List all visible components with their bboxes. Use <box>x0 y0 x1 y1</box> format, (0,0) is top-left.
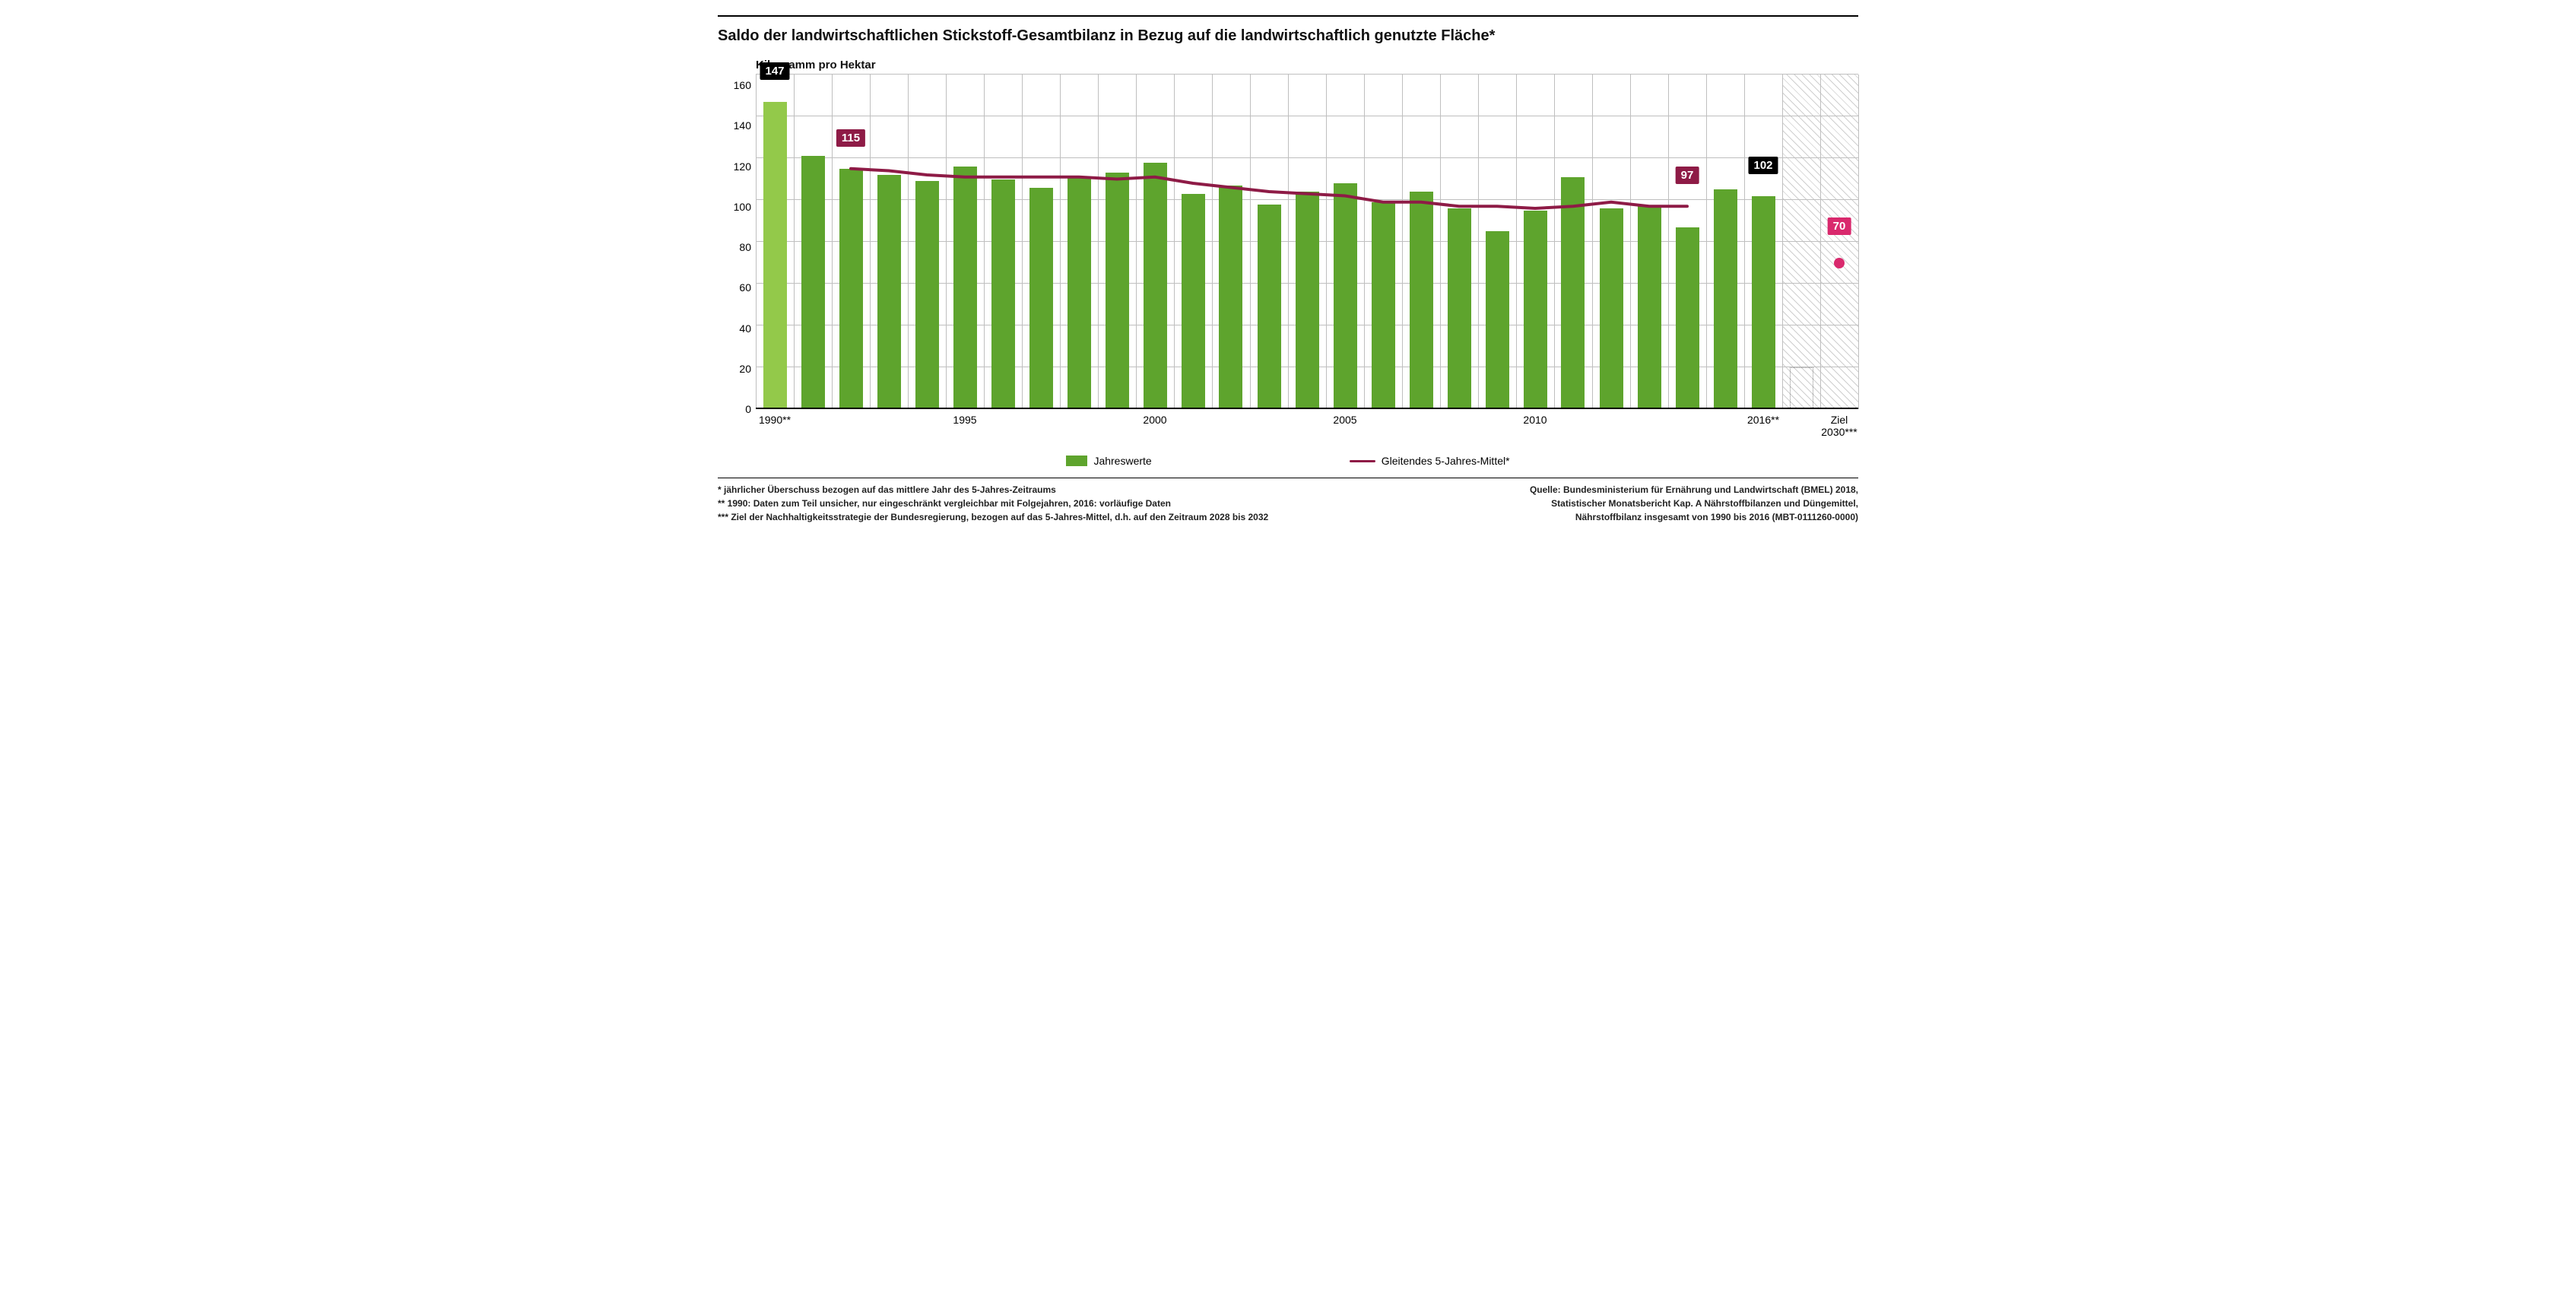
x-tick: 2005 <box>1333 414 1356 426</box>
chart-row: 160140120100806040200 14711597102 70 <box>718 75 1858 409</box>
ziel-box <box>1790 367 1813 409</box>
legend-bar: Jahreswerte <box>1066 455 1151 467</box>
bar <box>1334 183 1357 409</box>
chart-container: Saldo der landwirtschaftlichen Stickstof… <box>718 15 1858 524</box>
source-line: Nährstoffbilanz insgesamt von 1990 bis 2… <box>1296 510 1858 524</box>
legend-line-label: Gleitendes 5-Jahres-Mittel* <box>1382 455 1510 467</box>
y-tick: 60 <box>739 282 751 293</box>
bar <box>1524 211 1547 409</box>
plot-area: 14711597102 70 <box>756 75 1858 409</box>
bar <box>1752 196 1775 410</box>
legend-bar-label: Jahreswerte <box>1093 455 1151 467</box>
footnote-line: * jährlicher Überschuss bezogen auf das … <box>718 483 1280 497</box>
bars-layer <box>756 75 1858 409</box>
ziel-dot-icon <box>1834 258 1845 268</box>
bar <box>1638 206 1661 409</box>
bar <box>763 102 787 409</box>
x-tick: 2010 <box>1523 414 1547 426</box>
y-tick: 0 <box>745 404 751 414</box>
bar-swatch-icon <box>1066 456 1087 466</box>
bar <box>1258 205 1281 410</box>
bar <box>1714 189 1737 409</box>
legend: Jahreswerte Gleitendes 5-Jahres-Mittel* <box>718 455 1858 467</box>
y-tick: 140 <box>734 120 751 131</box>
y-tick: 80 <box>739 242 751 252</box>
bar <box>877 175 901 409</box>
bar <box>953 167 977 409</box>
bar <box>1068 177 1091 409</box>
legend-line: Gleitendes 5-Jahres-Mittel* <box>1350 455 1510 467</box>
y-tick: 20 <box>739 363 751 374</box>
top-rule <box>718 15 1858 17</box>
bar <box>1410 192 1433 409</box>
ziel-tag: 70 <box>1828 217 1851 235</box>
y-axis-label: Kilogramm pro Hektar <box>756 59 1858 71</box>
value-tag: 147 <box>760 62 789 80</box>
footnote-line: *** Ziel der Nachhaltigkeitsstrategie de… <box>718 510 1280 524</box>
plot-wrap: 14711597102 70 <box>756 75 1858 409</box>
bar <box>1106 173 1129 409</box>
y-tick: 100 <box>734 202 751 212</box>
bar <box>1372 202 1395 409</box>
bar <box>991 179 1015 410</box>
bar <box>1486 231 1509 409</box>
bar <box>839 169 863 409</box>
bar <box>1600 208 1623 409</box>
value-tag: 97 <box>1676 167 1699 184</box>
line-swatch-icon <box>1350 460 1375 462</box>
source-line: Quelle: Bundesministerium für Ernährung … <box>1296 483 1858 497</box>
bar <box>1029 188 1053 410</box>
source-line: Statistischer Monatsbericht Kap. A Nährs… <box>1296 497 1858 510</box>
bar <box>1561 177 1585 409</box>
bar <box>1182 194 1205 409</box>
footnote-line: ** 1990: Daten zum Teil unsicher, nur ei… <box>718 497 1280 510</box>
y-tick: 160 <box>734 80 751 90</box>
value-tag: 102 <box>1748 157 1778 174</box>
bar <box>1296 192 1319 409</box>
value-tag: 115 <box>836 129 865 147</box>
x-tick-ziel: Ziel2030*** <box>1821 414 1857 438</box>
y-tick: 40 <box>739 323 751 334</box>
y-tick: 120 <box>734 161 751 172</box>
y-axis: 160140120100806040200 <box>718 75 756 409</box>
x-axis: 1990** 1995 2000 2005 2010 2016** Ziel2030*** <box>756 409 1858 440</box>
x-tick: 1990** <box>759 414 791 426</box>
footnotes-left: * jährlicher Überschuss bezogen auf das … <box>718 483 1280 524</box>
bar <box>1219 186 1242 409</box>
bar <box>1448 208 1471 409</box>
bar <box>1676 227 1699 409</box>
x-tick: 2000 <box>1143 414 1166 426</box>
footnotes: * jährlicher Überschuss bezogen auf das … <box>718 483 1858 524</box>
bar <box>915 181 939 409</box>
x-tick: 1995 <box>953 414 976 426</box>
chart-title: Saldo der landwirtschaftlichen Stickstof… <box>718 27 1858 45</box>
bar <box>801 156 825 409</box>
bar <box>1144 163 1167 410</box>
x-tick: 2016** <box>1747 414 1779 426</box>
footnotes-right: Quelle: Bundesministerium für Ernährung … <box>1296 483 1858 524</box>
